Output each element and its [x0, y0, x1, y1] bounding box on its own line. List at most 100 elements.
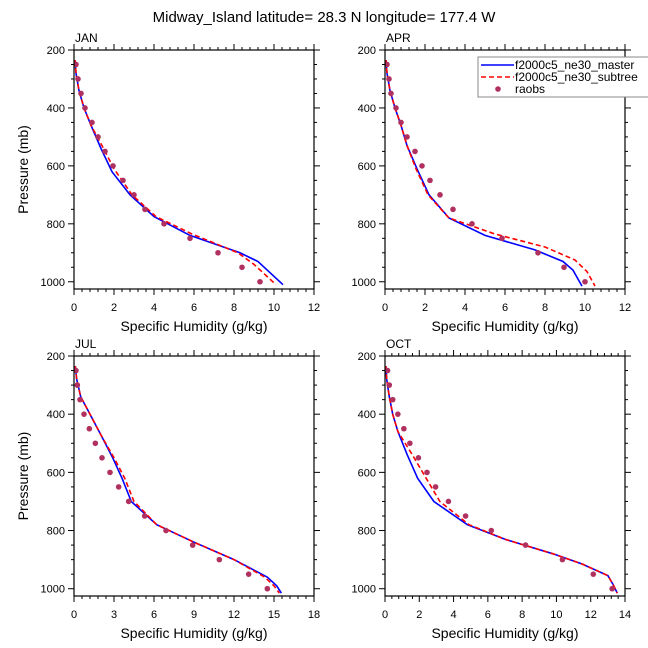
- plot-area: [74, 366, 282, 594]
- y-tick-label: 600: [358, 467, 376, 479]
- raobs-point: [257, 278, 263, 285]
- y-tick-label: 200: [358, 45, 376, 57]
- x-tick-label: 14: [619, 609, 631, 621]
- legend: f2000c5_ne30_masterf2000c5_ne30_subtreer…: [477, 56, 648, 98]
- raobs-point: [401, 425, 407, 432]
- x-tick-label: 0: [71, 302, 77, 314]
- raobs-point: [215, 249, 221, 256]
- raobs-point: [404, 134, 410, 140]
- x-tick-label: 6: [191, 302, 197, 314]
- raobs-point: [412, 148, 418, 155]
- raobs-point: [385, 61, 390, 68]
- x-tick-label: 2: [422, 302, 428, 314]
- raobs-point: [386, 76, 392, 82]
- x-tick-label: 12: [228, 609, 240, 621]
- raobs-point: [99, 455, 105, 461]
- plot-area: [385, 60, 596, 287]
- x-tick-label: 6: [151, 609, 157, 621]
- y-tick-label: 400: [47, 103, 65, 115]
- raobs-point: [559, 556, 566, 563]
- raobs-point: [75, 76, 81, 82]
- panel-title: OCT: [386, 337, 412, 351]
- raobs-point: [110, 163, 116, 169]
- raobs-point: [89, 119, 95, 126]
- raobs-point: [609, 585, 615, 592]
- y-tick-label: 400: [47, 409, 65, 421]
- x-tick-label: 4: [462, 302, 468, 314]
- x-tick-label: 4: [451, 609, 457, 621]
- raobs-point: [142, 206, 148, 213]
- panel-title: APR: [386, 31, 411, 45]
- raobs-point: [582, 278, 588, 285]
- raobs-point: [107, 469, 113, 476]
- raobs-point: [415, 455, 422, 461]
- y-tick-label: 400: [358, 103, 376, 115]
- y-tick-label: 200: [47, 45, 65, 57]
- y-tick-label: 1000: [41, 584, 65, 596]
- x-tick-label: 0: [382, 302, 388, 314]
- raobs-point: [189, 542, 196, 548]
- x-axis-label: Specific Humidity (g/kg): [120, 625, 267, 641]
- panel-oct: 0 2 4 6 8 10 12 14 200 400 600 800 1000 OCT Specific H…: [352, 337, 632, 641]
- plot-area: [385, 366, 619, 594]
- legend-label: raobs: [515, 82, 545, 96]
- x-axis-label: Specific Humidity (g/kg): [431, 318, 578, 334]
- raobs-point: [393, 105, 399, 111]
- raobs-point: [499, 235, 505, 242]
- x-tick-label: 6: [502, 302, 508, 314]
- y-tick-label: 1000: [352, 584, 376, 596]
- plot-frame: [384, 355, 626, 597]
- raobs-point: [187, 235, 193, 242]
- raobs-point: [462, 513, 469, 519]
- panel-jan: 0 2 4 6 8 10 12 200 400 600 800 1000 JAN Specific Hum…: [15, 31, 320, 334]
- x-tick-label: 10: [579, 302, 591, 314]
- raobs-point: [239, 264, 245, 271]
- x-tick-label: 10: [550, 609, 562, 621]
- panel-jul: 0 3 6 9 12 15 18 200 400 600 800 1000 JUL Specific Hu…: [15, 337, 320, 641]
- raobs-point: [424, 469, 430, 476]
- series-line-subtree: [74, 60, 277, 286]
- y-tick-label: 800: [358, 526, 376, 538]
- raobs-point: [445, 498, 452, 505]
- x-tick-label: 2: [416, 609, 422, 621]
- raobs-point: [488, 527, 495, 534]
- legend-label: f2000c5_ne30_subtree: [515, 70, 638, 84]
- panel-apr: 0 2 4 6 8 10 12 200 400 600 800 1000 APR Specific Hum…: [352, 31, 632, 334]
- raobs-point: [74, 382, 81, 388]
- y-tick-label: 400: [358, 409, 376, 421]
- x-tick-label: 0: [382, 609, 388, 621]
- raobs-point: [419, 163, 425, 169]
- raobs-point: [385, 367, 391, 374]
- raobs-point: [115, 484, 122, 490]
- raobs-point: [395, 411, 401, 417]
- raobs-point: [74, 61, 79, 68]
- raobs-point: [125, 498, 132, 505]
- raobs-point: [398, 119, 404, 126]
- x-tick-label: 2: [111, 302, 117, 314]
- raobs-point: [407, 440, 413, 447]
- series-line-subtree: [385, 366, 619, 594]
- x-tick-label: 0: [71, 609, 77, 621]
- raobs-point: [216, 556, 223, 563]
- raobs-point: [163, 527, 169, 534]
- raobs-point: [432, 484, 439, 490]
- panel-title: JAN: [75, 31, 98, 45]
- raobs-point: [102, 148, 108, 155]
- y-axis-label: Pressure (mb): [15, 125, 31, 214]
- x-axis-label: Specific Humidity (g/kg): [431, 625, 578, 641]
- x-tick-label: 3: [111, 609, 117, 621]
- plot-area: [74, 60, 284, 286]
- raobs-point: [389, 396, 396, 403]
- raobs-point: [120, 177, 126, 184]
- raobs-point: [95, 134, 101, 140]
- x-tick-label: 8: [231, 302, 237, 314]
- raobs-point: [386, 382, 393, 388]
- y-tick-label: 800: [47, 526, 65, 538]
- raobs-point: [522, 542, 529, 548]
- y-tick-label: 1000: [41, 277, 65, 289]
- series-line-subtree: [74, 366, 280, 594]
- y-tick-label: 200: [358, 351, 376, 363]
- x-tick-label: 15: [268, 609, 280, 621]
- raobs-point: [74, 367, 79, 374]
- raobs-point: [427, 177, 433, 184]
